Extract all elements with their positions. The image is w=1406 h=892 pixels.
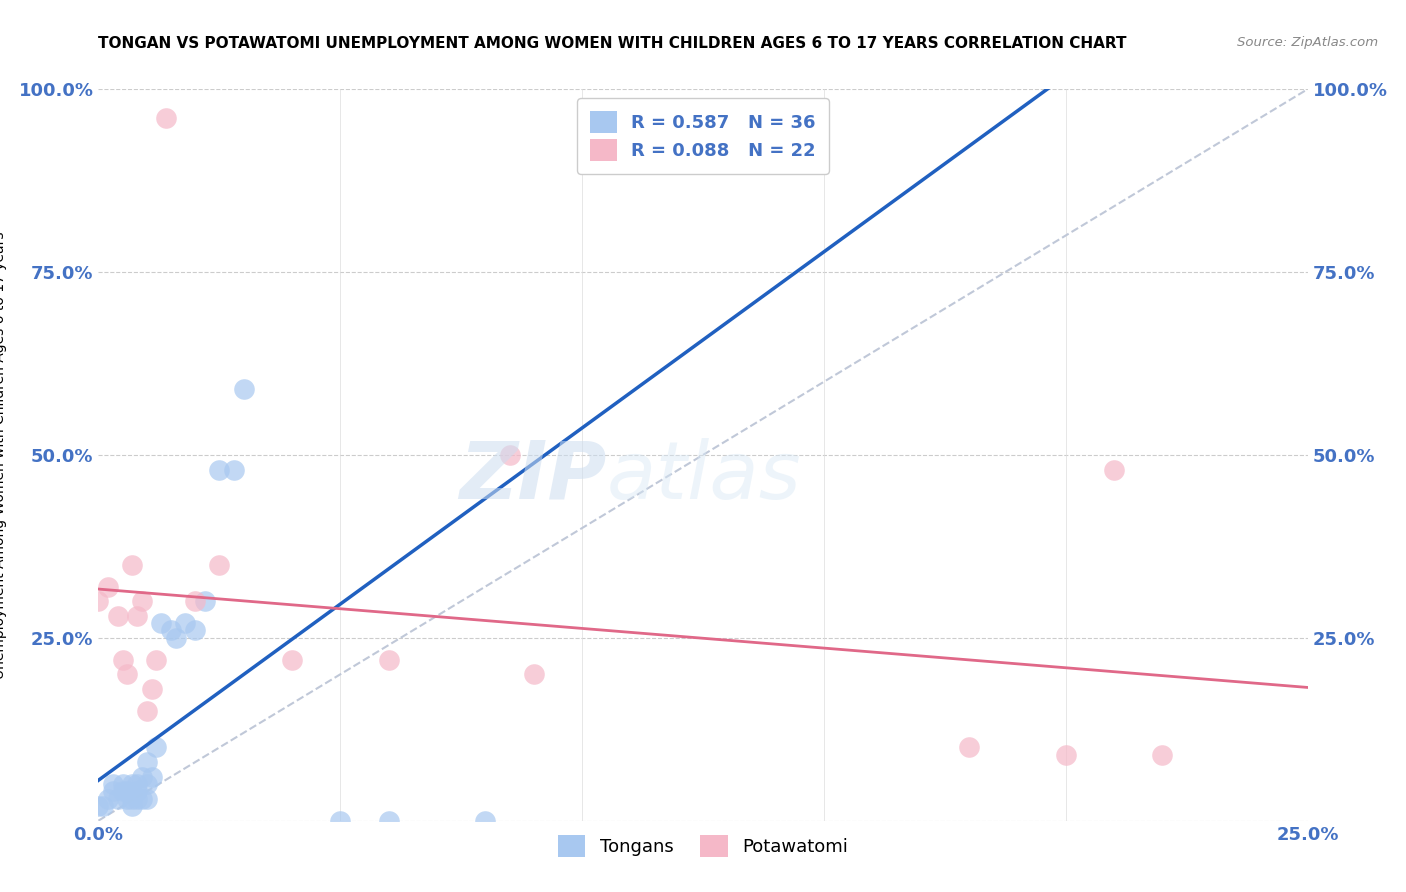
Point bbox=[208, 558, 231, 572]
Point bbox=[1152, 747, 1174, 762]
Point bbox=[1054, 747, 1077, 762]
Point bbox=[127, 784, 149, 798]
Point bbox=[101, 784, 124, 798]
Y-axis label: Unemployment Among Women with Children Ages 6 to 17 years: Unemployment Among Women with Children A… bbox=[0, 231, 7, 679]
Text: Source: ZipAtlas.com: Source: ZipAtlas.com bbox=[1237, 36, 1378, 49]
Point bbox=[222, 462, 245, 476]
Point bbox=[141, 770, 163, 784]
Point bbox=[107, 608, 129, 623]
Point bbox=[165, 631, 187, 645]
Point bbox=[184, 624, 207, 638]
Point bbox=[135, 777, 157, 791]
Text: TONGAN VS POTAWATOMI UNEMPLOYMENT AMONG WOMEN WITH CHILDREN AGES 6 TO 17 YEARS C: TONGAN VS POTAWATOMI UNEMPLOYMENT AMONG … bbox=[98, 36, 1128, 51]
Point bbox=[194, 594, 217, 608]
Point bbox=[97, 580, 120, 594]
Point bbox=[474, 814, 496, 828]
Point bbox=[523, 667, 546, 681]
Point bbox=[135, 704, 157, 718]
Point bbox=[131, 770, 153, 784]
Point bbox=[117, 784, 139, 798]
Point bbox=[1102, 462, 1125, 476]
Text: atlas: atlas bbox=[606, 438, 801, 516]
Point bbox=[117, 791, 139, 805]
Point bbox=[121, 799, 143, 814]
Point bbox=[150, 616, 173, 631]
Point bbox=[208, 462, 231, 476]
Point bbox=[135, 791, 157, 805]
Point bbox=[111, 777, 134, 791]
Point bbox=[145, 740, 167, 755]
Point bbox=[87, 799, 110, 814]
Point bbox=[127, 608, 149, 623]
Point bbox=[160, 624, 183, 638]
Point bbox=[101, 777, 124, 791]
Point bbox=[145, 653, 167, 667]
Point bbox=[121, 558, 143, 572]
Point bbox=[91, 799, 114, 814]
Point bbox=[121, 777, 143, 791]
Point bbox=[957, 740, 980, 755]
Point bbox=[121, 791, 143, 805]
Point bbox=[131, 791, 153, 805]
Point bbox=[281, 653, 304, 667]
Point bbox=[135, 755, 157, 769]
Point bbox=[498, 448, 520, 462]
Point bbox=[107, 791, 129, 805]
Point bbox=[377, 653, 399, 667]
Point bbox=[141, 681, 163, 696]
Point bbox=[87, 594, 110, 608]
Point bbox=[155, 112, 177, 126]
Point bbox=[174, 616, 197, 631]
Point bbox=[111, 653, 134, 667]
Point bbox=[127, 791, 149, 805]
Point bbox=[184, 594, 207, 608]
Point bbox=[127, 777, 149, 791]
Point bbox=[131, 594, 153, 608]
Point bbox=[619, 141, 641, 155]
Text: ZIP: ZIP bbox=[458, 438, 606, 516]
Legend: Tongans, Potawatomi: Tongans, Potawatomi bbox=[550, 826, 856, 866]
Point bbox=[329, 814, 352, 828]
Point bbox=[232, 382, 254, 396]
Point bbox=[117, 667, 139, 681]
Point bbox=[97, 791, 120, 805]
Point bbox=[377, 814, 399, 828]
Point bbox=[111, 784, 134, 798]
